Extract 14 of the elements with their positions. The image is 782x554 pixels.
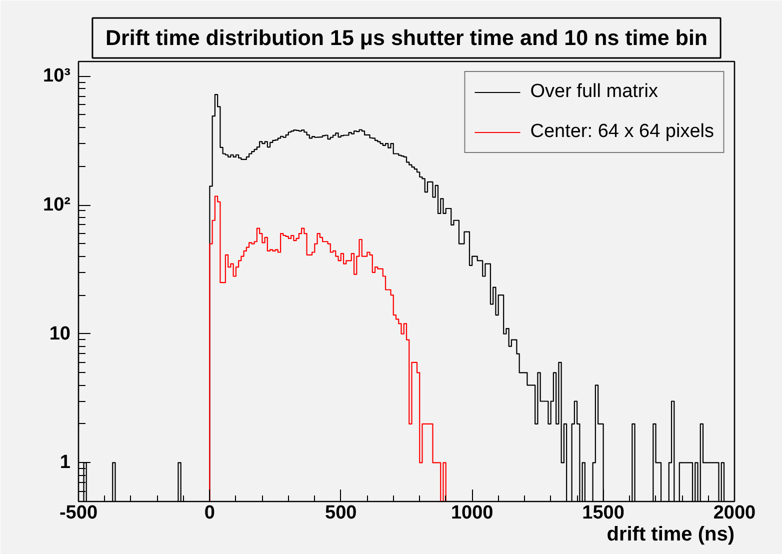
x-tick-label: 1500 [582,502,624,524]
x-tick-label: 500 [325,502,357,524]
y-tick-label: 1 [60,452,71,474]
legend-label: Center: 64 x 64 pixels [530,121,714,143]
legend-label: Over full matrix [530,81,658,103]
x-tick-label: 1000 [450,502,494,524]
x-tick-label: 2000 [713,502,756,524]
y-tick-label: 10² [43,194,71,216]
x-tick-label: 0 [204,502,215,524]
x-axis-title: drift time (ns) [606,524,735,546]
x-tick-label: -500 [59,502,98,524]
y-tick-label: 10 [49,323,71,344]
chart-title: Drift time distribution 15 μs shutter time and 10 ns time bin [105,26,708,50]
y-tick-label: 10³ [43,66,71,87]
